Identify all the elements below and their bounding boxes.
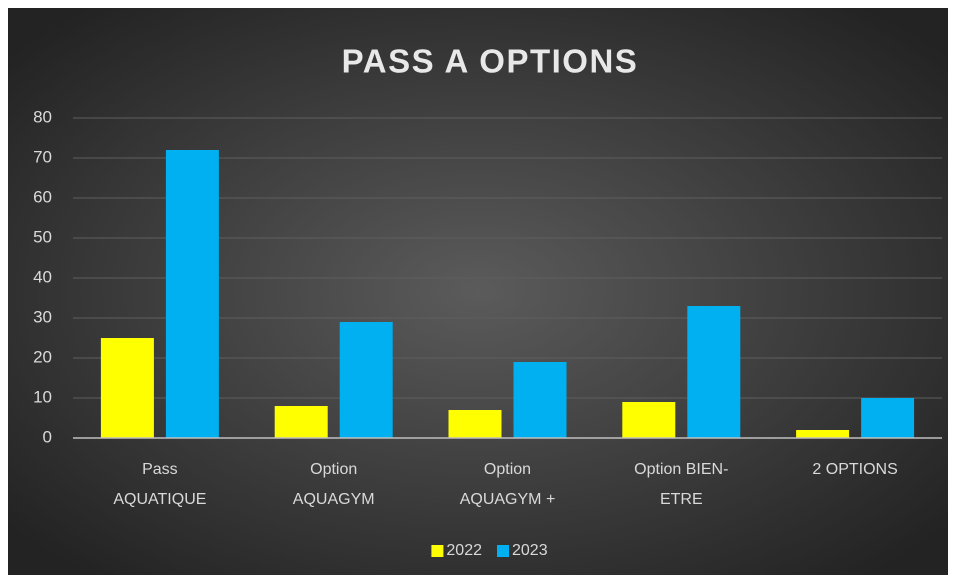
bar: [339, 322, 393, 438]
x-tick-label-line: AQUATIQUE: [113, 491, 206, 508]
chart-background: [8, 8, 948, 575]
y-tick-label: 20: [33, 347, 52, 366]
bar: [165, 150, 219, 438]
bar: [687, 306, 741, 438]
x-tick-label: Option AQUAGYM +: [460, 461, 556, 508]
x-tick-label-line: AQUAGYM: [293, 491, 375, 508]
bar: [622, 402, 676, 438]
bar: [448, 410, 502, 438]
y-tick-label: 60: [33, 187, 52, 206]
x-tick-label: Pass AQUATIQUE: [113, 461, 206, 508]
legend-swatch: [431, 545, 444, 557]
y-tick-label: 50: [33, 227, 52, 246]
x-tick-label-line: Option: [310, 461, 357, 478]
y-tick-label: 10: [33, 387, 52, 406]
legend-label: 2023: [512, 542, 548, 559]
bar: [513, 362, 567, 438]
x-tick-label-line: AQUAGYM +: [460, 491, 556, 508]
x-tick-label: Option BIEN- ETRE: [634, 461, 728, 508]
legend-label: 2022: [446, 542, 482, 559]
bar: [861, 398, 915, 438]
bar: [274, 406, 328, 438]
chart-title: PASS A OPTIONS: [342, 43, 639, 80]
y-tick-label: 70: [33, 147, 52, 166]
y-tick-label: 80: [33, 107, 52, 126]
x-tick-label: 2 OPTIONS: [812, 461, 897, 478]
x-tick-label-line: Pass: [142, 461, 178, 478]
bar: [796, 430, 850, 438]
y-tick-label: 0: [43, 427, 52, 446]
legend-swatch: [497, 545, 509, 557]
x-tick-label-line: Option BIEN-: [634, 461, 728, 478]
y-tick-label: 30: [33, 307, 52, 326]
y-tick-label: 40: [33, 267, 52, 286]
x-tick-label-line: ETRE: [660, 491, 703, 508]
bar: [100, 338, 154, 438]
x-tick-label-line: Option: [484, 461, 531, 478]
x-tick-label: Option AQUAGYM: [293, 461, 375, 508]
